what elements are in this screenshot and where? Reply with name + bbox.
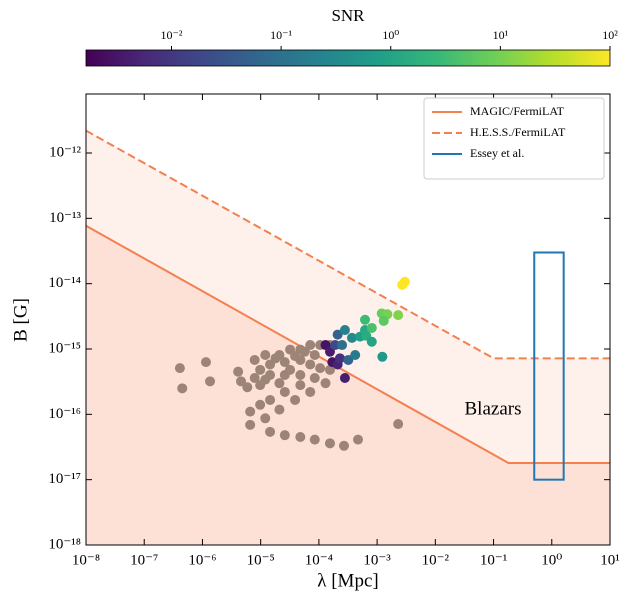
point	[233, 366, 244, 377]
point	[399, 276, 410, 287]
point	[274, 404, 285, 415]
legend-label: Essey et al.	[470, 146, 524, 160]
x-tick-label: 10⁻⁶	[188, 552, 216, 568]
point	[339, 325, 350, 336]
essey-rect	[533, 251, 565, 481]
point	[324, 364, 335, 375]
point	[205, 376, 216, 387]
point	[255, 399, 266, 410]
y-axis-label: B [G]	[10, 298, 31, 342]
x-tick-label: 10⁻⁸	[72, 552, 100, 568]
fill-region	[86, 225, 610, 545]
point	[279, 386, 290, 397]
x-tick-label: 10⁻²	[422, 552, 450, 568]
point	[332, 329, 343, 340]
colorbar-label: SNR	[331, 6, 365, 25]
point	[315, 363, 326, 374]
y-tick-label: 10⁻¹⁸	[48, 536, 81, 552]
colorbar-tick-label: 10¹	[493, 28, 509, 42]
colorbar-tick-label: 10⁻¹	[270, 28, 292, 42]
point	[353, 434, 364, 445]
point	[330, 340, 341, 351]
y-tick-label: 10⁻¹⁴	[48, 275, 81, 291]
annotation: Blazars	[465, 398, 522, 419]
x-tick-label: 10⁻⁷	[130, 552, 158, 568]
point	[265, 394, 276, 405]
point	[393, 310, 404, 321]
point	[305, 359, 316, 370]
x-tick-label: 10⁻⁴	[305, 552, 333, 568]
point	[320, 378, 331, 389]
point	[174, 363, 185, 374]
point	[346, 332, 357, 343]
x-axis-label: λ [Mpc]	[317, 570, 378, 591]
x-tick-label: 10¹	[600, 552, 620, 568]
point	[305, 340, 316, 351]
legend-label: H.E.S.S./FermiLAT	[470, 125, 566, 139]
x-tick-label: 10⁻⁵	[247, 552, 275, 568]
point	[295, 431, 306, 442]
point	[279, 369, 290, 380]
point	[299, 346, 310, 357]
point	[295, 369, 306, 380]
y-tick-label: 10⁻¹⁵	[48, 340, 81, 356]
point	[305, 386, 316, 397]
point	[295, 380, 306, 391]
point	[339, 440, 350, 451]
point	[270, 353, 281, 364]
legend-label: MAGIC/FermiLAT	[470, 104, 565, 118]
point	[334, 353, 345, 364]
point	[290, 351, 301, 362]
point	[260, 349, 271, 360]
point	[279, 357, 290, 368]
point	[245, 419, 256, 430]
point	[337, 340, 348, 351]
point	[324, 438, 335, 449]
point	[279, 430, 290, 441]
point	[177, 383, 188, 394]
y-tick-label: 10⁻¹⁶	[48, 406, 81, 422]
limit-line	[85, 129, 610, 360]
y-tick-label: 10⁻¹⁷	[48, 471, 81, 487]
point	[260, 413, 271, 424]
point	[274, 378, 285, 389]
point	[350, 349, 361, 360]
colorbar-tick-label: 10⁻²	[161, 28, 183, 42]
point	[236, 376, 247, 387]
x-tick-label: 10⁻³	[363, 552, 391, 568]
point	[393, 419, 404, 430]
x-tick-label: 10⁰	[541, 552, 562, 568]
point	[265, 426, 276, 437]
point	[290, 394, 301, 405]
point	[377, 351, 388, 362]
colorbar	[85, 49, 611, 67]
legend	[423, 97, 605, 180]
point	[366, 336, 377, 347]
plot-frame	[85, 93, 611, 546]
point	[366, 322, 377, 333]
point	[249, 354, 260, 365]
limit-line	[85, 224, 610, 464]
y-tick-label: 10⁻¹³	[49, 210, 81, 226]
point	[260, 374, 271, 385]
x-tick-label: 10⁻¹	[480, 552, 507, 568]
point	[200, 357, 211, 368]
point	[249, 372, 260, 383]
point	[343, 354, 354, 365]
point	[245, 406, 256, 417]
point	[378, 315, 389, 326]
colorbar-tick-label: 10²	[602, 28, 618, 42]
point	[309, 372, 320, 383]
y-tick-label: 10⁻¹²	[49, 144, 81, 160]
point	[255, 364, 266, 375]
point	[360, 314, 371, 325]
colorbar-tick-label: 10⁰	[382, 28, 399, 42]
point	[242, 382, 253, 393]
point	[309, 434, 320, 445]
point	[339, 372, 350, 383]
point	[309, 349, 320, 360]
